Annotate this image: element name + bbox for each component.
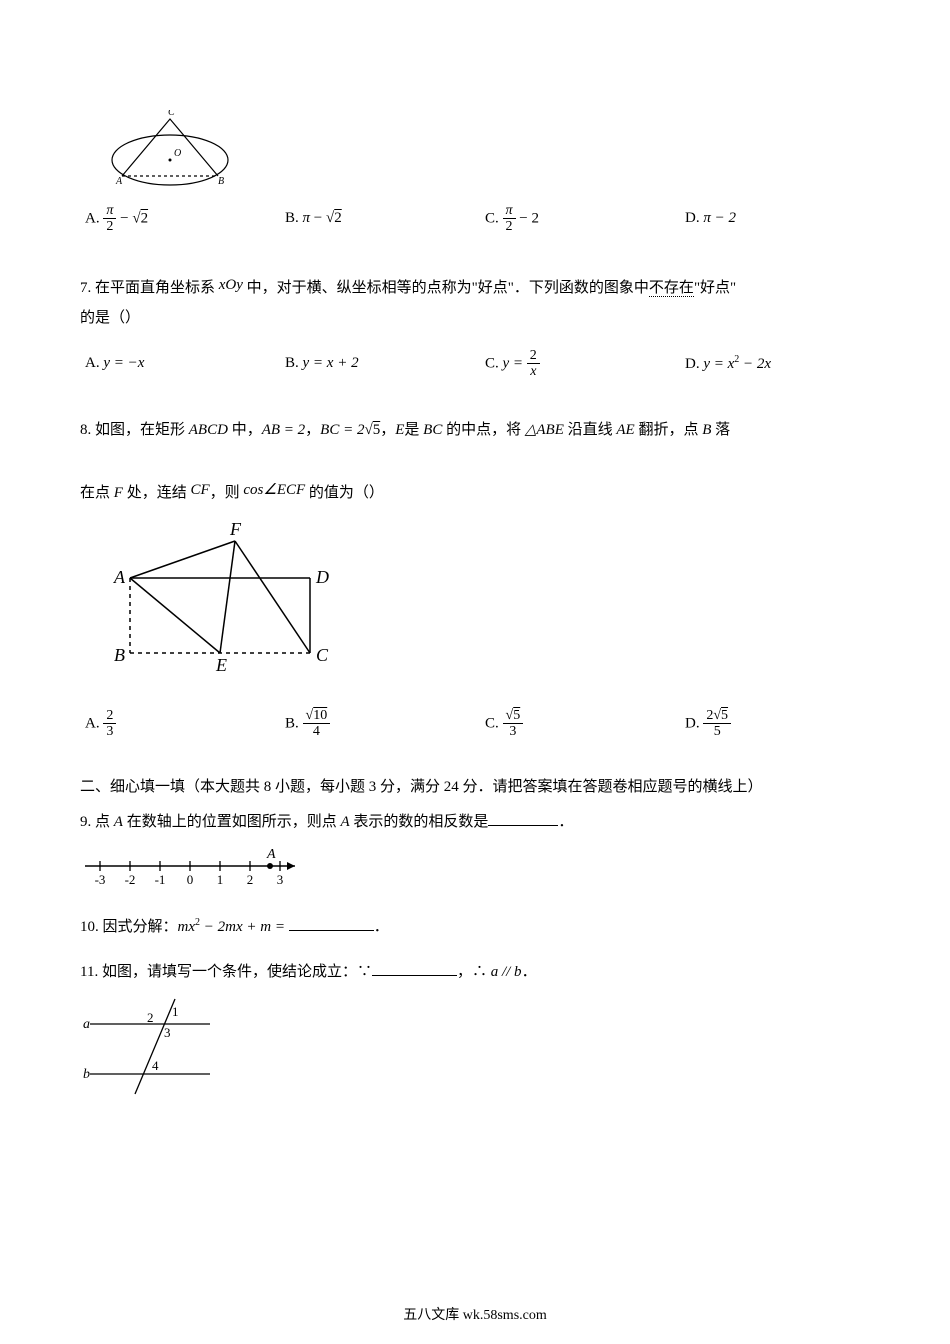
- svg-text:0: 0: [187, 872, 194, 887]
- svg-text:b: b: [83, 1067, 90, 1082]
- svg-text:C: C: [316, 645, 329, 665]
- q9-blank: [488, 811, 558, 826]
- svg-text:D: D: [315, 567, 329, 587]
- q8-option-c: C. √53: [485, 708, 685, 740]
- q6-option-c: C. π2 − 2: [485, 203, 685, 235]
- svg-text:F: F: [229, 523, 242, 539]
- q7-options: A. y = −x B. y = x + 2 C. y = 2x D. y = …: [80, 348, 870, 380]
- q10-question: 10. 因式分解：mx2 − 2mx + m = ．: [80, 914, 870, 941]
- q7-option-d: D. y = x2 − 2x: [685, 354, 771, 373]
- q11-figure: a b 1 2 3 4: [80, 994, 870, 1109]
- q8-option-d: D. 2√55: [685, 708, 731, 740]
- svg-text:-3: -3: [95, 872, 106, 887]
- svg-text:3: 3: [164, 1025, 171, 1040]
- q8-option-b: B. √104: [285, 708, 485, 740]
- q6-option-a: A. π2 − √2: [85, 203, 285, 235]
- q11-question: 11. 如图，请填写一个条件，使结论成立：∵，∴ a // b．: [80, 959, 870, 986]
- q9-question: 9. 点 A 在数轴上的位置如图所示，则点 A 表示的数的相反数是．: [80, 809, 870, 836]
- svg-text:A: A: [113, 567, 126, 587]
- q7-option-c: C. y = 2x: [485, 348, 685, 380]
- q6-optA-prefix: A.: [85, 210, 103, 226]
- svg-text:2: 2: [247, 872, 254, 887]
- q11-blank: [372, 961, 457, 976]
- q8-options: A. 23 B. √104 C. √53 D. 2√55: [80, 708, 870, 740]
- q7-question: 7. 在平面直角坐标系 xOy 中，对于横、纵坐标相等的点称为"好点"．下列函数…: [80, 270, 870, 333]
- svg-text:O: O: [174, 148, 181, 159]
- q6-options: A. π2 − √2 B. π − √2 C. π2 − 2 D. π − 2: [80, 203, 870, 235]
- section2-title: 二、细心填一填（本大题共 8 小题，每小题 3 分，满分 24 分．请把答案填在…: [80, 774, 870, 801]
- q6-option-d: D. π − 2: [685, 210, 736, 227]
- q7-option-b: B. y = x + 2: [285, 355, 485, 372]
- footer-text: 五八文库 wk.58sms.com: [0, 1304, 950, 1324]
- svg-text:-2: -2: [125, 872, 136, 887]
- svg-text:1: 1: [217, 872, 224, 887]
- q8-question: 8. 如图，在矩形 ABCD 中，AB = 2，BC = 2√5，E是 BC 的…: [80, 415, 870, 508]
- svg-text:1: 1: [172, 1004, 179, 1019]
- svg-text:A: A: [266, 847, 276, 862]
- q8-figure: F A D B E C: [100, 523, 870, 688]
- svg-text:B: B: [218, 176, 224, 187]
- svg-text:E: E: [215, 655, 227, 675]
- svg-text:-1: -1: [155, 872, 166, 887]
- q9-number-line: -3 -2 -1 0 1 2 3 A: [80, 846, 870, 896]
- svg-text:a: a: [83, 1017, 90, 1032]
- q8-option-a: A. 23: [85, 708, 285, 740]
- svg-text:C: C: [168, 110, 175, 118]
- svg-text:2: 2: [147, 1010, 154, 1025]
- svg-text:A: A: [115, 176, 123, 187]
- q10-blank: [289, 916, 374, 931]
- svg-text:4: 4: [152, 1058, 159, 1073]
- q6-option-b: B. π − √2: [285, 210, 485, 227]
- svg-text:3: 3: [277, 872, 284, 887]
- q7-option-a: A. y = −x: [85, 355, 285, 372]
- q6-figure: C O A B: [100, 110, 870, 195]
- svg-text:B: B: [114, 645, 125, 665]
